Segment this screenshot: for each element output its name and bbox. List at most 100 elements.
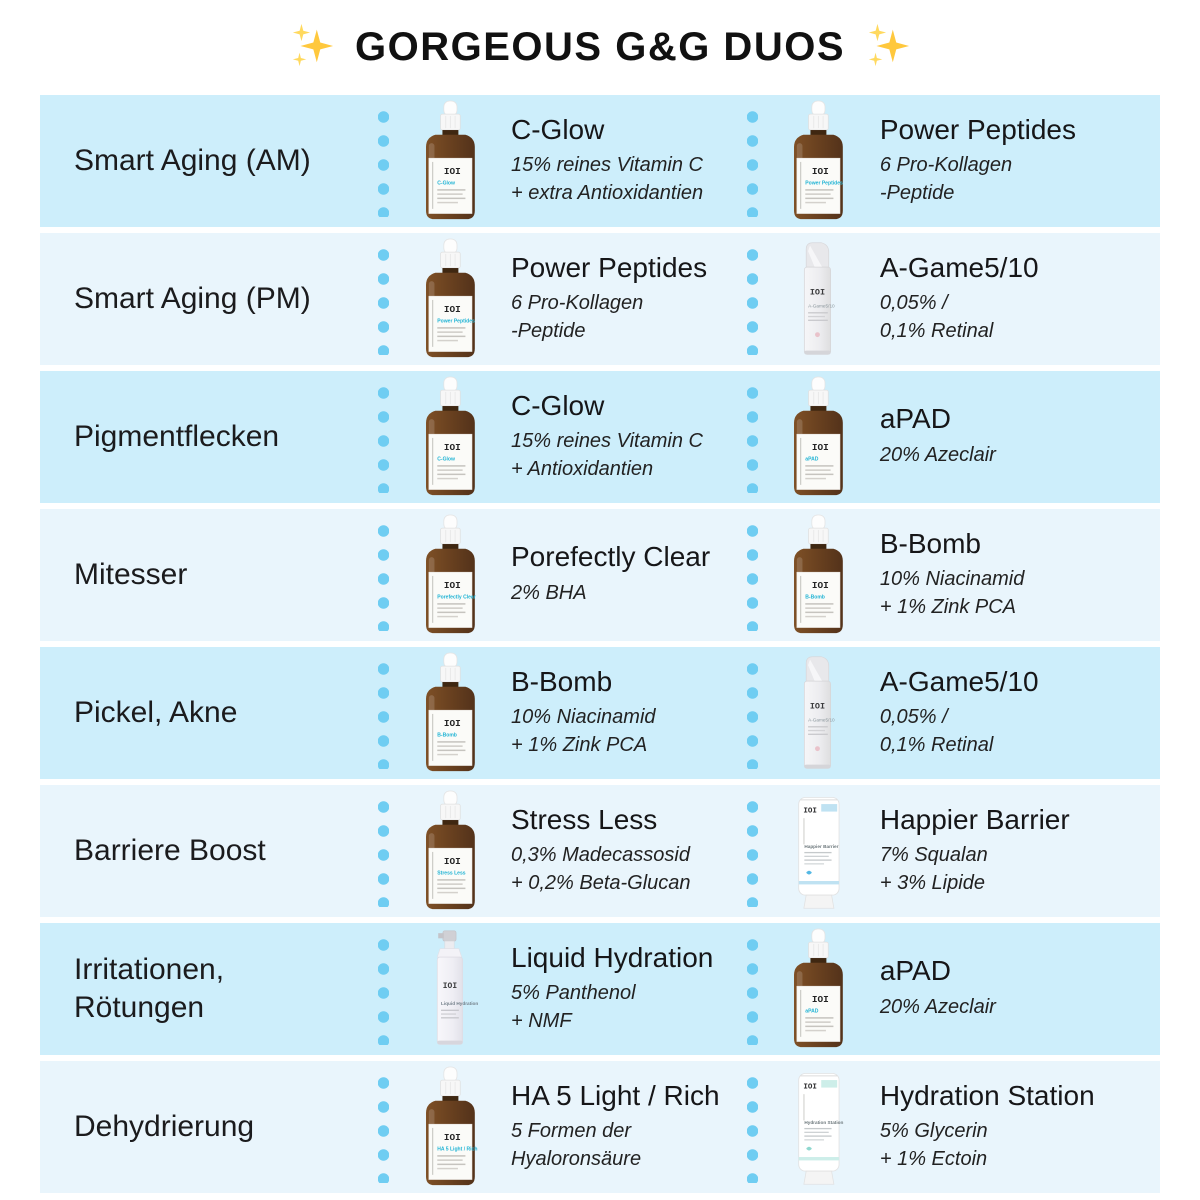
- svg-text:HA 5 Light / Rich: HA 5 Light / Rich: [437, 1146, 477, 1152]
- svg-text:Stress Less: Stress Less: [437, 870, 466, 876]
- row-smart-aging-am: Smart Aging (AM) IOI C-Glow C-Glow: [40, 95, 1160, 227]
- product-description: 2% BHA: [511, 582, 587, 605]
- product-name: A-Game5/10: [879, 251, 1039, 283]
- dots-divider: [746, 105, 758, 217]
- product-name: B-Bomb: [511, 665, 613, 697]
- row-dehydrierung: Dehydrierung IOI HA 5 Light / Rich: [40, 1061, 1160, 1193]
- product-description: 6 Pro-Kollagen -Peptide: [511, 292, 644, 342]
- product-name: B-Bomb: [879, 527, 982, 559]
- product-image: IOI Happier Barrier: [773, 789, 865, 913]
- duo-product-1: IOI B-Bomb B-Bomb 10% Niacinamid + 1% Zi…: [378, 647, 747, 779]
- product-image: IOI Power Peptides: [773, 99, 865, 223]
- row-smart-aging-pm: Smart Aging (PM) IOI Power Peptides: [40, 233, 1160, 365]
- product-image: IOI C-Glow: [404, 99, 496, 223]
- dots-divider: [378, 657, 389, 769]
- duo-product-2: IOI Happier Barrier Happier Barrier 7% S…: [746, 785, 1160, 917]
- duo-product-2: IOI aPAD aPAD 20% Azeclair: [746, 371, 1160, 503]
- svg-text:IOI: IOI: [443, 718, 460, 729]
- svg-text:IOI: IOI: [443, 304, 460, 315]
- svg-text:B-Bomb: B-Bomb: [437, 732, 457, 738]
- duo-product-2: IOI A-Game5/10 A-Game5/10 0,05% / 0,1% R…: [746, 233, 1160, 365]
- product-image: IOI aPAD: [773, 927, 865, 1051]
- product-name: aPAD: [879, 955, 951, 987]
- product-description: 7% Squalan + 3% Lipide: [879, 844, 988, 894]
- svg-text:IOI: IOI: [443, 856, 460, 867]
- svg-text:IOI: IOI: [442, 982, 457, 991]
- product-image: IOI aPAD: [773, 375, 865, 499]
- duo-table: Smart Aging (AM) IOI C-Glow C-Glow: [40, 95, 1160, 1193]
- product-description: 15% reines Vitamin C + extra Antioxidant…: [511, 154, 704, 204]
- dots-divider: [746, 381, 758, 493]
- svg-text:aPAD: aPAD: [806, 1008, 819, 1014]
- svg-text:Porefectly Clear: Porefectly Clear: [437, 594, 475, 600]
- category-label: Smart Aging (AM): [74, 143, 311, 177]
- product-description: 0,05% / 0,1% Retinal: [879, 292, 994, 342]
- product-name: Hydration Station: [879, 1079, 1095, 1111]
- category-label: Mitesser: [74, 557, 188, 591]
- duo-product-1: IOI Stress Less Stress Less 0,3% Madecas…: [378, 785, 747, 917]
- row-pickel-akne: Pickel, Akne IOI B-Bomb B-Bomb: [40, 647, 1160, 779]
- product-image: IOI B-Bomb: [773, 513, 865, 637]
- category-label: Barriere Boost: [74, 833, 266, 867]
- product-name: A-Game5/10: [879, 665, 1039, 697]
- product-name: Stress Less: [511, 803, 658, 835]
- row-barriere-boost: Barriere Boost IOI Stress Less Str: [40, 785, 1160, 917]
- product-name: aPAD: [879, 403, 951, 435]
- product-description: 6 Pro-Kollagen -Peptide: [879, 154, 1013, 204]
- product-name: Power Peptides: [511, 251, 708, 283]
- row-mitesser: Mitesser IOI Porefectly Clear Pore: [40, 509, 1160, 641]
- svg-text:IOI: IOI: [812, 442, 829, 453]
- product-description: 10% Niacinamid + 1% Zink PCA: [511, 706, 656, 756]
- dots-divider: [378, 381, 389, 493]
- svg-text:IOI: IOI: [443, 442, 460, 453]
- sparkles-icon: [865, 22, 911, 73]
- product-name: Porefectly Clear: [511, 541, 711, 573]
- duo-product-1: IOI Power Peptides Power Peptides 6 Pro-…: [378, 233, 747, 365]
- product-image: IOI A-Game5/10: [773, 651, 865, 775]
- product-name: C-Glow: [511, 389, 605, 421]
- dots-divider: [746, 933, 758, 1045]
- product-image: IOI B-Bomb: [404, 651, 496, 775]
- page-title: GORGEOUS G&G DUOS: [355, 25, 845, 69]
- svg-text:IOI: IOI: [443, 580, 460, 591]
- product-image: IOI HA 5 Light / Rich: [404, 1065, 496, 1189]
- dots-divider: [746, 657, 758, 769]
- duo-product-2: IOI Hydration Station Hydration Station …: [746, 1061, 1160, 1193]
- category-label: Smart Aging (PM): [74, 281, 311, 315]
- product-name: Power Peptides: [879, 113, 1076, 145]
- svg-text:C-Glow: C-Glow: [437, 456, 455, 462]
- duo-product-1: IOI C-Glow C-Glow 15% reines Vitamin C +…: [378, 95, 747, 227]
- product-description: 5% Glycerin + 1% Ectoin: [879, 1120, 988, 1170]
- row-irritationen-roetungen: Irritationen, Rötungen IOI Liquid Hydrat…: [40, 923, 1160, 1055]
- dots-divider: [746, 1071, 758, 1183]
- svg-text:Liquid Hydration: Liquid Hydration: [441, 1001, 478, 1006]
- product-image: IOI Hydration Station: [773, 1065, 865, 1189]
- sparkles-icon: [289, 22, 335, 73]
- product-description: 15% reines Vitamin C + Antioxidantien: [511, 430, 703, 480]
- product-image: IOI Stress Less: [404, 789, 496, 913]
- svg-text:IOI: IOI: [804, 1084, 818, 1092]
- svg-text:IOI: IOI: [804, 808, 818, 816]
- svg-text:B-Bomb: B-Bomb: [806, 594, 826, 600]
- duo-product-1: IOI Liquid Hydration Liquid Hydration 5%…: [378, 923, 747, 1055]
- svg-text:IOI: IOI: [443, 1132, 460, 1143]
- dots-divider: [378, 795, 389, 907]
- product-description: 5% Panthenol + NMF: [511, 982, 636, 1032]
- product-description: 0,05% / 0,1% Retinal: [879, 706, 994, 756]
- duo-product-2: IOI B-Bomb B-Bomb 10% Niacinamid + 1% Zi…: [746, 509, 1160, 641]
- product-description: 20% Azeclair: [879, 444, 996, 467]
- dots-divider: [378, 933, 389, 1045]
- dots-divider: [378, 243, 389, 355]
- row-pigmentflecken: Pigmentflecken IOI C-Glow C-Glow: [40, 371, 1160, 503]
- product-name: Liquid Hydration: [511, 941, 714, 973]
- duo-product-2: IOI Power Peptides Power Peptides 6 Pro-…: [746, 95, 1160, 227]
- dots-divider: [746, 519, 758, 631]
- product-image: IOI Liquid Hydration: [404, 927, 496, 1051]
- dots-divider: [746, 795, 758, 907]
- category-label: Pigmentflecken: [74, 419, 280, 453]
- duo-product-1: IOI C-Glow C-Glow 15% reines Vitamin C +…: [378, 371, 747, 503]
- svg-text:IOI: IOI: [443, 166, 460, 177]
- svg-text:IOI: IOI: [812, 994, 829, 1005]
- dots-divider: [746, 243, 758, 355]
- page-header: GORGEOUS G&G DUOS: [0, 0, 1200, 95]
